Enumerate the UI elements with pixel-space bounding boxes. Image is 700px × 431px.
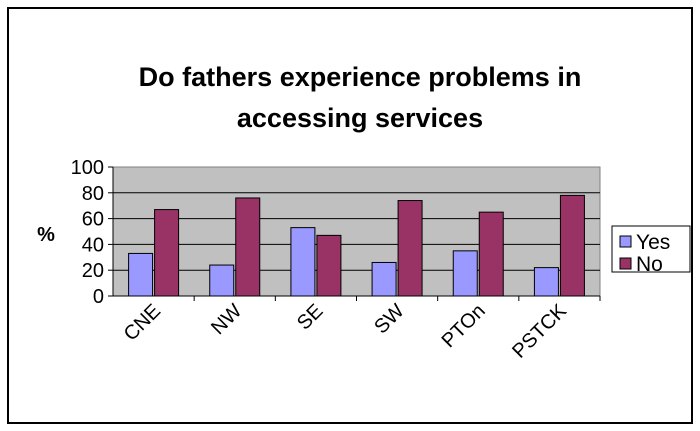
y-tick-label-80: 80 <box>82 183 104 205</box>
legend-swatch-no <box>619 257 632 270</box>
bar-no-pstck <box>559 194 585 297</box>
bar-no-nw <box>235 197 261 297</box>
legend-label-yes: Yes <box>636 231 670 254</box>
gridlines <box>113 192 600 271</box>
y-tick-label-40: 40 <box>82 234 104 256</box>
bar-no-pton <box>478 211 504 297</box>
y-tick-label-0: 0 <box>93 286 104 308</box>
bar-yes-cne <box>128 252 154 297</box>
bar-yes-sw <box>371 261 397 297</box>
legend-label-no: No <box>636 253 663 276</box>
plot-area <box>112 166 601 297</box>
bar-yes-pton <box>452 250 478 297</box>
y-tick-label-60: 60 <box>82 209 104 231</box>
bar-no-sw <box>397 200 423 297</box>
bar-yes-se <box>290 227 316 297</box>
axes <box>108 166 601 301</box>
bar-no-cne <box>154 209 180 297</box>
bar-yes-nw <box>209 264 235 297</box>
y-tick-label-100: 100 <box>71 157 104 179</box>
y-axis-label: % <box>37 224 55 246</box>
bar-yes-pstck <box>533 267 559 297</box>
chart-title-line-1: Do fathers experience problems in <box>139 62 582 92</box>
chart-title-line-2: accessing services <box>237 103 483 133</box>
legend-box <box>611 225 691 273</box>
legend-swatch-yes <box>619 235 632 248</box>
y-tick-label-20: 20 <box>82 260 104 282</box>
tick-labels: 0 20 40 60 80 100 <box>71 157 104 308</box>
bar-no-se <box>316 234 342 297</box>
